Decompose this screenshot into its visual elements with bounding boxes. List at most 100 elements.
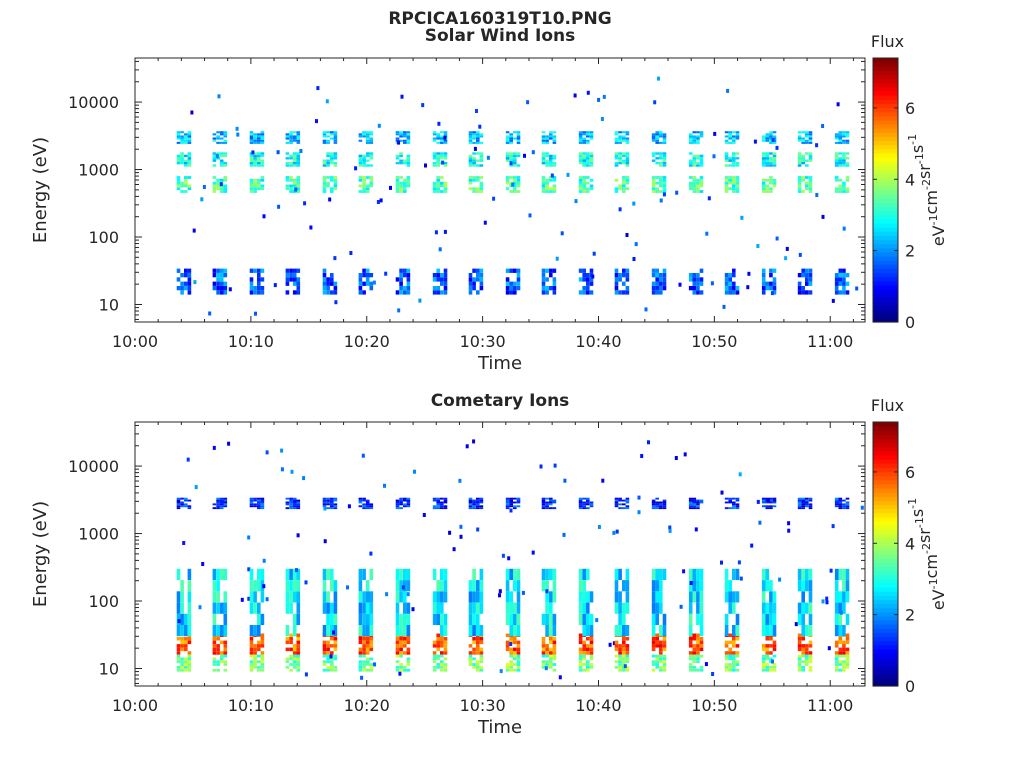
heatmap-cell xyxy=(476,501,480,504)
heatmap-cell xyxy=(839,610,843,615)
heatmap-cell xyxy=(541,131,546,134)
heatmap-cell xyxy=(808,157,813,160)
heatmap-cell xyxy=(468,281,473,286)
heatmap-cell xyxy=(758,520,762,525)
colorbar-swatch xyxy=(873,280,898,286)
heatmap-cell xyxy=(330,281,334,286)
heatmap-cell xyxy=(219,159,224,162)
heatmap-cell xyxy=(589,657,594,661)
heatmap-cell xyxy=(299,149,303,153)
heatmap-cell xyxy=(219,161,224,165)
heatmap-cell xyxy=(655,131,659,134)
heatmap-cell xyxy=(659,591,663,603)
heatmap-cell xyxy=(682,569,686,574)
heatmap-cell xyxy=(436,640,440,645)
heatmap-cell xyxy=(625,164,630,167)
heatmap-cell xyxy=(761,268,766,273)
heatmap-cell xyxy=(399,613,403,625)
heatmap-cell xyxy=(808,281,813,286)
heatmap-cell xyxy=(838,647,843,652)
heatmap-cell xyxy=(406,277,411,282)
heatmap-cell xyxy=(249,133,254,136)
heatmap-cell xyxy=(289,497,293,500)
heatmap-cell xyxy=(216,663,220,666)
heatmap-cell xyxy=(395,154,400,158)
heatmap-cell xyxy=(432,187,437,191)
heatmap-cell xyxy=(333,164,338,167)
heatmap-cell xyxy=(578,507,583,510)
heatmap-cell xyxy=(801,503,805,506)
heatmap-cell xyxy=(333,613,338,625)
heatmap-cell xyxy=(655,187,659,191)
heatmap-cell xyxy=(260,505,265,508)
heatmap-cell xyxy=(808,131,813,134)
heatmap-cell xyxy=(395,613,400,625)
heatmap-cell xyxy=(253,290,257,295)
heatmap-cell xyxy=(443,613,448,625)
heatmap-cell xyxy=(403,181,407,185)
heatmap-cell xyxy=(176,503,181,506)
heatmap-cell xyxy=(614,137,619,140)
heatmap-cell xyxy=(365,273,370,278)
heatmap-cell xyxy=(369,507,374,510)
heatmap-cell xyxy=(586,660,590,664)
heatmap-cell xyxy=(322,164,327,167)
heatmap-cell xyxy=(254,311,257,316)
heatmap-cell xyxy=(219,182,223,187)
heatmap-cell xyxy=(509,137,513,140)
heatmap-cell xyxy=(586,602,590,614)
heatmap-cell xyxy=(728,665,732,669)
heatmap-cell xyxy=(545,154,549,158)
heatmap-cell xyxy=(699,644,704,648)
heatmap-cell xyxy=(545,507,549,510)
heatmap-cell xyxy=(549,657,553,661)
heatmap-cell xyxy=(395,602,400,614)
heatmap-cell xyxy=(322,184,327,188)
heatmap-cell xyxy=(316,86,320,91)
heatmap-cell xyxy=(322,139,327,142)
heatmap-cell xyxy=(406,668,411,672)
heatmap-cell xyxy=(406,497,411,500)
heatmap-cell xyxy=(347,504,351,509)
heatmap-cell xyxy=(509,159,513,162)
heatmap-cell xyxy=(761,286,766,291)
colorbar-swatch xyxy=(873,475,898,481)
heatmap-cell xyxy=(724,176,729,179)
heatmap-cell xyxy=(699,164,704,167)
heatmap-cell xyxy=(728,580,732,592)
heatmap-cell xyxy=(432,657,437,661)
heatmap-cell xyxy=(365,176,370,179)
heatmap-cell xyxy=(622,161,626,165)
heatmap-cell xyxy=(845,133,850,136)
heatmap-cell xyxy=(732,154,736,158)
heatmap-cell xyxy=(842,660,846,664)
heatmap-cell xyxy=(769,286,773,291)
heatmap-cell xyxy=(176,644,181,648)
heatmap-cell xyxy=(699,665,704,669)
heatmap-cell xyxy=(333,256,337,261)
heatmap-cell xyxy=(625,133,630,136)
heatmap-cell xyxy=(662,137,667,140)
heatmap-cell xyxy=(362,602,366,614)
heatmap-cell xyxy=(622,657,626,661)
heatmap-cell xyxy=(436,273,440,278)
heatmap-cell xyxy=(541,268,546,273)
heatmap-cell xyxy=(362,290,366,295)
heatmap-cell xyxy=(479,497,484,500)
heatmap-cell xyxy=(589,277,594,282)
heatmap-cell xyxy=(399,290,403,295)
heatmap-cell xyxy=(662,568,667,580)
heatmap-cell xyxy=(187,663,192,666)
heatmap-cell xyxy=(212,273,217,278)
heatmap-cell xyxy=(805,499,809,502)
heatmap-cell xyxy=(440,131,444,134)
heatmap-cell xyxy=(440,141,444,144)
heatmap-cell xyxy=(443,668,448,672)
heatmap-cell xyxy=(322,602,327,614)
heatmap-cell xyxy=(558,675,562,680)
heatmap-cell xyxy=(440,277,444,282)
heatmap-cell xyxy=(662,637,667,641)
heatmap-cell xyxy=(249,137,254,140)
heatmap-cell xyxy=(369,157,374,160)
heatmap-cell xyxy=(601,478,605,483)
